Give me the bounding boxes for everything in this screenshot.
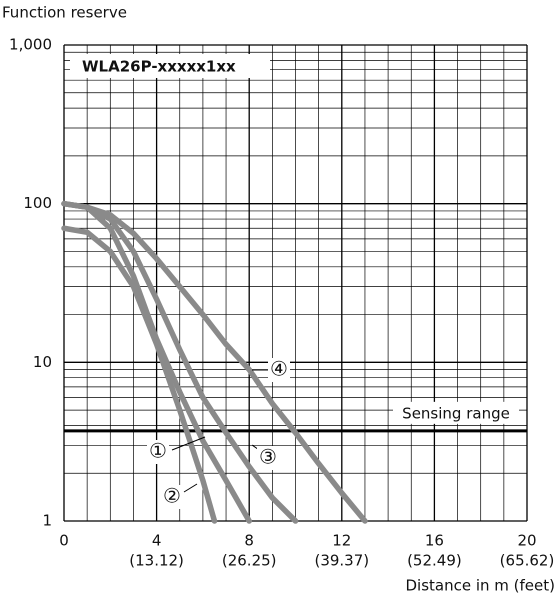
y-tick-label: 1,000 <box>9 36 52 54</box>
curve-label-bg <box>147 440 169 464</box>
x-tick-sublabel: (13.12) <box>129 552 184 570</box>
curve-label: ③ <box>259 445 277 469</box>
x-axis-title: Distance in m (feet) <box>405 577 555 595</box>
curve-label-bg <box>268 358 290 382</box>
threshold-label-bg <box>393 401 519 424</box>
x-tick-label: 20 <box>517 532 536 550</box>
curve-label: ① <box>149 439 167 463</box>
x-tick-sublabel: (65.62) <box>500 552 555 570</box>
title-bg <box>70 54 270 78</box>
x-tick-sublabel: (52.49) <box>407 552 462 570</box>
y-tick-label: 100 <box>23 194 52 212</box>
y-axis-title: Function reserve <box>2 4 127 22</box>
threshold-label: Sensing range <box>402 404 510 422</box>
y-tick-label: 1 <box>42 512 52 530</box>
x-tick-sublabel: (26.25) <box>222 552 277 570</box>
curve-label: ② <box>163 484 181 508</box>
x-tick-sublabel: (39.37) <box>314 552 369 570</box>
curve <box>61 225 218 524</box>
x-tick-label: 12 <box>332 532 351 550</box>
x-tick-label: 16 <box>425 532 444 550</box>
leader-line <box>183 483 198 493</box>
y-tick-label: 10 <box>33 353 52 371</box>
chart-title: WLA26P-xxxxx1xx <box>82 58 236 76</box>
curve <box>61 200 368 524</box>
curve-label-bg <box>257 446 279 470</box>
x-tick-label: 4 <box>152 532 162 550</box>
curve-label: ④ <box>270 357 288 381</box>
curve-label-bg <box>161 485 183 509</box>
x-tick-label: 8 <box>244 532 254 550</box>
x-tick-label: 0 <box>59 532 69 550</box>
leader-line <box>171 436 206 451</box>
